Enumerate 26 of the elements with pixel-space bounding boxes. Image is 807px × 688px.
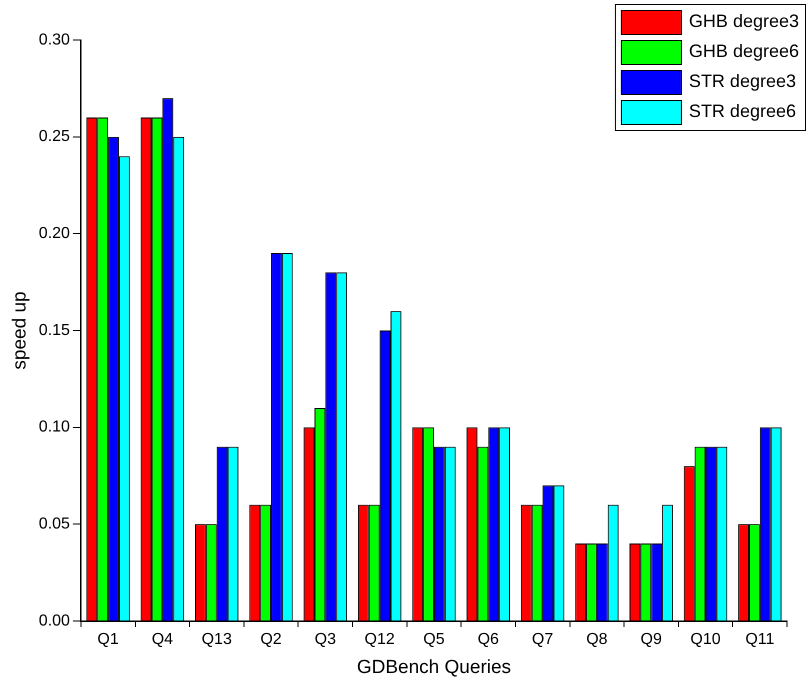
legend-label: GHB degree3: [688, 10, 800, 31]
x-tick-label: Q9: [640, 631, 662, 648]
x-tick-label: Q12: [364, 631, 395, 648]
x-tick-label: Q5: [423, 631, 445, 648]
y-tick-label: 0.15: [38, 322, 70, 339]
x-tick-label: Q7: [532, 631, 554, 648]
x-axis-title: GDBench Queries: [356, 656, 512, 678]
x-tick-label: Q6: [478, 631, 500, 648]
legend-label: GHB degree6: [688, 40, 800, 61]
y-tick-label: 0.10: [38, 418, 70, 436]
y-tick-label: 0.25: [38, 128, 70, 146]
y-axis-title: speed up: [10, 291, 31, 370]
x-tick-label: Q11: [745, 631, 774, 648]
x-tick-label: Q3: [314, 631, 336, 648]
x-tick-label: Q13: [202, 631, 232, 648]
y-tick-label: 0.00: [38, 612, 70, 630]
x-tick-label: Q4: [152, 631, 174, 648]
x-tick-label: Q10: [690, 631, 721, 648]
x-tick-label: Q1: [97, 631, 119, 648]
legend-label: STR degree3: [688, 70, 796, 91]
x-tick-label: Q2: [260, 631, 282, 648]
y-tick-label: 0.05: [38, 516, 70, 533]
x-tick-label: Q8: [586, 631, 608, 648]
y-tick-label: 0.30: [38, 31, 70, 48]
legend-label: STR degree6: [688, 100, 796, 121]
y-tick-label: 0.20: [38, 225, 70, 242]
